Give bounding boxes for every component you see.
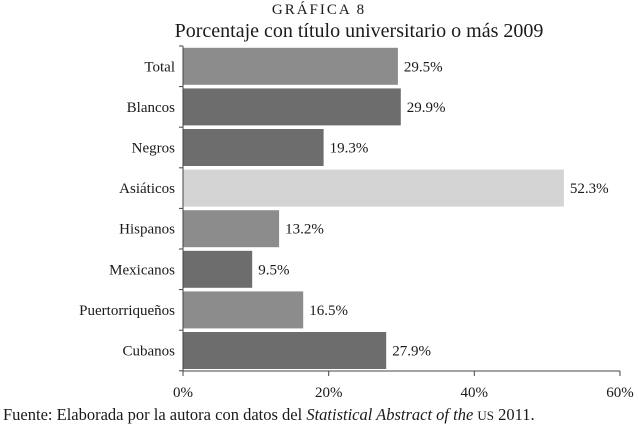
source-prefix: Fuente: Elaborada por la autora con dato… <box>3 405 307 424</box>
bars-layer <box>183 47 564 369</box>
category-label-puertorriquenos: Puertorriqueños <box>79 303 175 319</box>
x-tick-label-60: 60% <box>606 385 634 401</box>
value-label-hispanos: 13.2% <box>285 222 324 238</box>
axis-layer <box>179 45 621 376</box>
source-note: Fuente: Elaborada por la autora con dato… <box>3 404 637 427</box>
source-smallcaps: US <box>477 408 495 423</box>
value-label-asiaticos: 52.3% <box>570 181 609 197</box>
x-tick-label-40: 40% <box>461 385 489 401</box>
bar-negros <box>183 129 324 166</box>
category-label-asiaticos: Asiáticos <box>119 181 175 197</box>
x-tick-label-20: 20% <box>315 385 343 401</box>
value-label-blancos: 29.9% <box>407 100 446 116</box>
bar-hispanos <box>183 210 280 248</box>
bar-mexicanos <box>183 250 253 288</box>
value-label-negros: 19.3% <box>330 141 369 157</box>
category-label-negros: Negros <box>132 141 175 157</box>
source-italic: Statistical Abstract of the <box>306 405 478 424</box>
value-label-puertorriquenos: 16.5% <box>309 303 348 319</box>
bar-asiaticos <box>183 169 564 207</box>
value-label-total: 29.5% <box>404 59 443 75</box>
bar-total <box>183 47 398 85</box>
category-label-total: Total <box>144 59 175 75</box>
bar-blancos <box>183 88 401 126</box>
bar-puertorriquenos <box>183 291 304 329</box>
category-label-blancos: Blancos <box>127 100 175 116</box>
bar-cubanos <box>183 332 387 369</box>
chart-kicker: GRÁFICA 8 <box>271 2 367 18</box>
category-label-mexicanos: Mexicanos <box>109 262 175 278</box>
category-label-cubanos: Cubanos <box>123 344 176 360</box>
category-label-hispanos: Hispanos <box>119 222 175 238</box>
value-label-cubanos: 27.9% <box>392 344 431 360</box>
source-suffix: 2011. <box>494 405 535 424</box>
chart-title: Porcentaje con título universitario o má… <box>174 20 544 42</box>
value-label-mexicanos: 9.5% <box>258 262 289 278</box>
x-tick-label-0: 0% <box>173 385 193 401</box>
labels-layer: Total 29.5% Blancos 29.9% Negros 19.3% Asiátic… <box>79 59 634 401</box>
